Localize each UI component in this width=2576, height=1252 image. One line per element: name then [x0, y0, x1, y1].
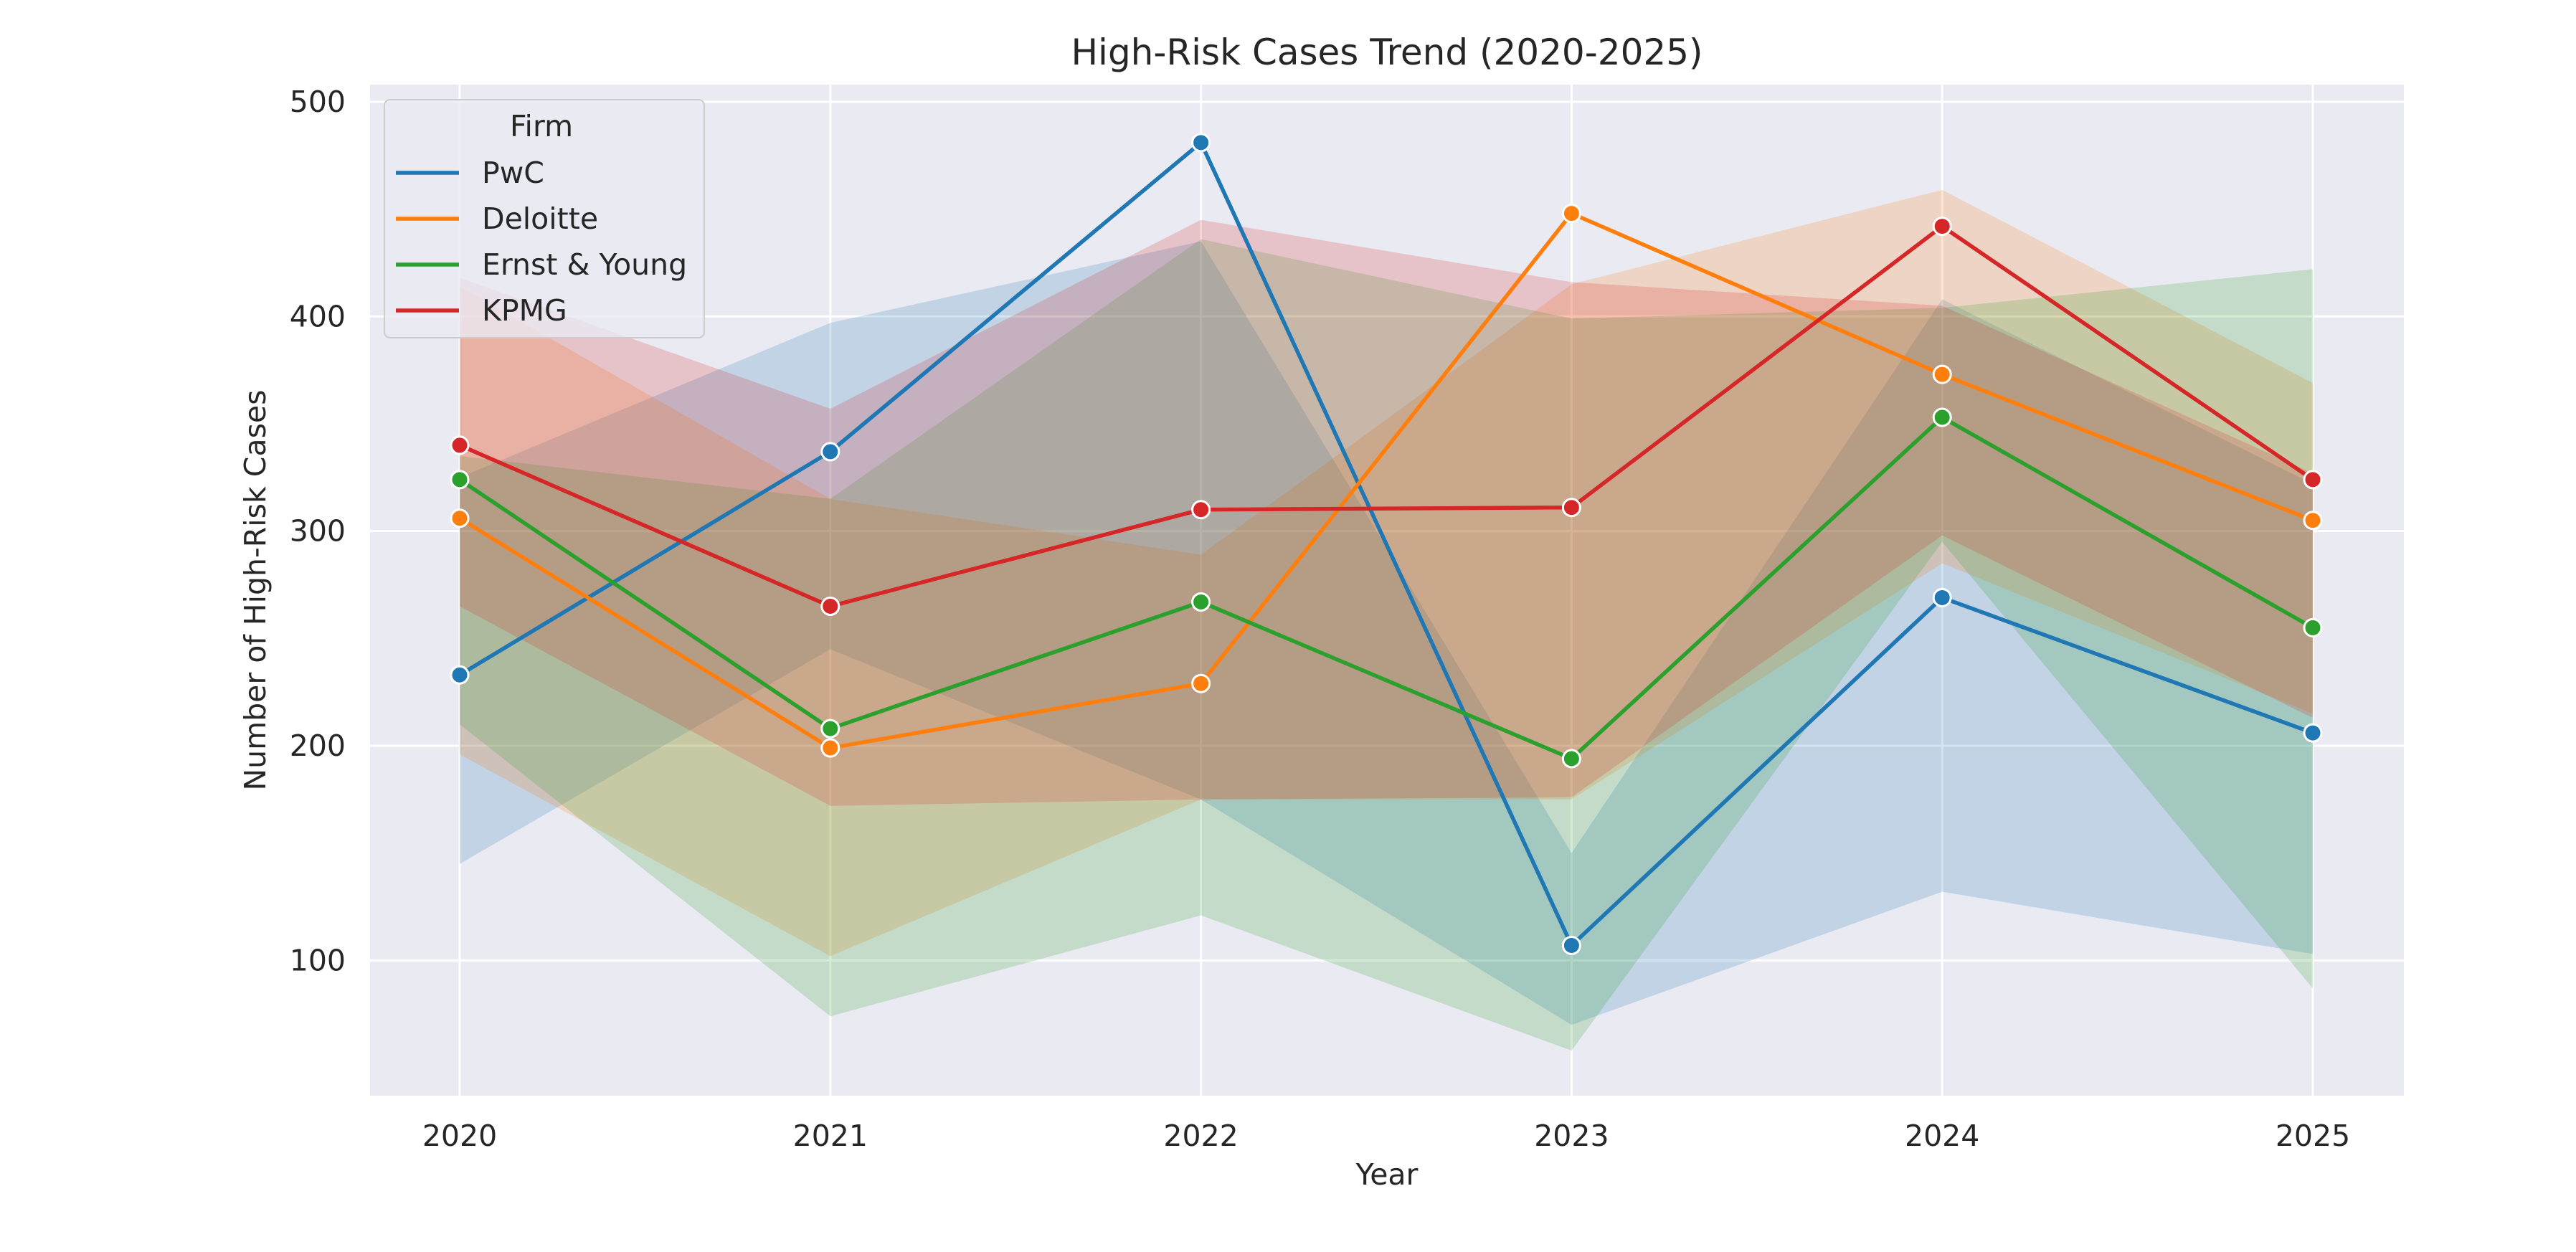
y-tick-label: 500 [290, 85, 346, 119]
x-tick-label: 2021 [793, 1119, 868, 1153]
x-tick-label: 2024 [1905, 1119, 1979, 1153]
data-point [1191, 133, 1211, 153]
legend-entries: PwC Deloitte Ernst & Young KPMG [396, 156, 687, 328]
series-line [458, 211, 2314, 750]
data-point [1561, 498, 1581, 518]
chart-title: High-Risk Cases Trend (2020-2025) [1071, 32, 1703, 73]
data-point [1191, 673, 1211, 693]
data-point [450, 470, 470, 490]
x-axis-label: Year [1355, 1157, 1419, 1192]
data-point [1561, 935, 1581, 955]
plot-background [370, 85, 2404, 1096]
data-point [1932, 364, 1952, 384]
confidence-band [460, 189, 2313, 957]
series-line [458, 224, 2314, 609]
data-point [820, 596, 840, 616]
data-point [820, 738, 840, 758]
series-markers [450, 133, 2323, 955]
series-line [458, 141, 2314, 948]
data-point [820, 442, 840, 462]
legend-label: KPMG [482, 293, 567, 328]
y-tick-label: 100 [290, 943, 346, 977]
data-point [450, 508, 470, 528]
y-tick-labels: 100 200 300 400 500 [290, 85, 346, 977]
x-tick-label: 2020 [422, 1119, 497, 1153]
confidence-band [460, 219, 2313, 806]
confidence-bands [460, 189, 2313, 1051]
y-tick-label: 200 [290, 729, 346, 763]
legend-label: Ernst & Young [482, 247, 687, 282]
legend-box [384, 99, 705, 338]
y-tick-label: 300 [290, 514, 346, 549]
data-point [450, 665, 470, 685]
data-point [1561, 749, 1581, 769]
y-axis-label: Number of High-Risk Cases [238, 389, 273, 790]
data-point [1191, 592, 1211, 612]
legend-title: Firm [510, 109, 573, 143]
data-point [1932, 407, 1952, 427]
data-point [1932, 217, 1952, 237]
data-point [2303, 723, 2323, 743]
series-line [458, 415, 2314, 761]
data-point [820, 719, 840, 739]
grid-lines [370, 85, 2404, 1096]
legend-label: PwC [482, 156, 544, 190]
data-point [1561, 204, 1581, 224]
data-point [1932, 587, 1952, 607]
data-point [1191, 500, 1211, 520]
data-point [2303, 617, 2323, 637]
legend: Firm PwC Deloitte Ernst & Young KPMG [384, 99, 705, 338]
data-point [450, 435, 470, 455]
y-tick-label: 400 [290, 299, 346, 333]
data-point [2303, 470, 2323, 490]
confidence-band [460, 241, 2313, 1025]
data-point [2303, 511, 2323, 531]
series-lines [458, 141, 2314, 948]
x-tick-label: 2022 [1163, 1119, 1238, 1153]
confidence-band [460, 239, 2313, 1051]
x-tick-label: 2023 [1534, 1119, 1609, 1153]
x-tick-label: 2025 [2276, 1119, 2350, 1153]
x-tick-labels: 2020 2021 2022 2023 2024 2025 [422, 1119, 2350, 1153]
legend-label: Deloitte [482, 201, 598, 236]
